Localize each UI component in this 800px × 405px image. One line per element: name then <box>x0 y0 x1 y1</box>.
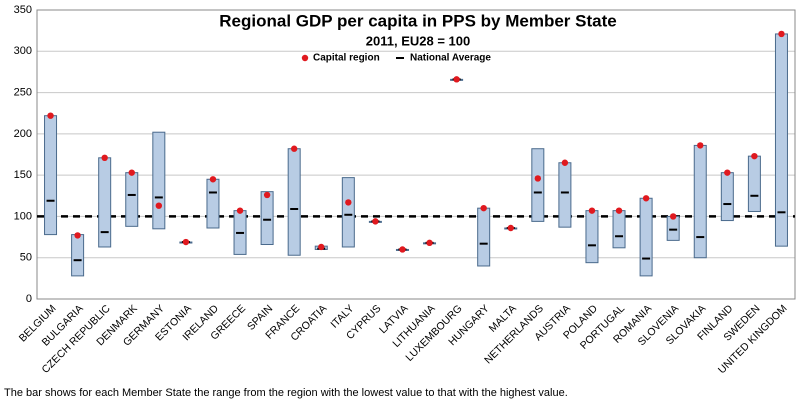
legend-label: Capital region <box>313 53 380 64</box>
range-bar <box>206 178 220 229</box>
y-tick-label: 300 <box>14 45 32 57</box>
y-tick-label: 100 <box>14 210 32 222</box>
range-bar <box>720 172 734 222</box>
capital-region <box>372 218 379 225</box>
range-bar <box>98 157 112 248</box>
range-bar <box>260 191 274 246</box>
capital-region <box>74 232 81 239</box>
chart-subtitle: 2011, EU28 = 100 <box>366 33 470 48</box>
range-bar <box>531 148 545 222</box>
capital-region <box>642 195 650 202</box>
capital-region <box>47 112 54 119</box>
capital-region <box>588 207 596 214</box>
capital-region <box>290 145 298 152</box>
capital-region <box>209 176 217 183</box>
range-bar <box>585 210 599 264</box>
capital-region <box>263 191 271 199</box>
y-tick-label: 150 <box>14 169 32 181</box>
capital-region <box>128 169 135 176</box>
capital-region <box>697 142 704 149</box>
capital-region <box>669 213 677 220</box>
range-bar <box>693 144 707 259</box>
legend-label: National Average <box>410 53 491 64</box>
capital-region <box>426 239 433 247</box>
capital-region <box>101 154 108 162</box>
range-bar <box>612 210 626 249</box>
capital-region <box>561 159 569 166</box>
y-tick-label: 350 <box>14 4 32 16</box>
capital-region <box>778 30 785 38</box>
capital-region <box>615 207 623 214</box>
capital-region <box>345 199 352 206</box>
range-bar <box>477 207 491 267</box>
chart-title: Regional GDP per capita in PPS by Member… <box>219 11 616 30</box>
capital-region <box>236 207 244 214</box>
range-bar <box>44 115 58 236</box>
y-tick-label: 0 <box>26 293 32 305</box>
range-bar <box>71 234 85 277</box>
plot-frame <box>36 9 796 300</box>
capital-region <box>724 169 731 176</box>
capital-region <box>751 152 758 160</box>
y-tick-label: 250 <box>14 86 32 98</box>
capital-region <box>182 238 190 246</box>
range-bar <box>747 155 761 212</box>
range-bar <box>774 33 788 247</box>
range-bar <box>666 215 680 241</box>
y-tick-label: 200 <box>14 128 32 140</box>
capital-region <box>318 243 325 251</box>
range-bar <box>125 172 139 227</box>
capital-region <box>534 175 542 182</box>
range-bar <box>152 131 166 230</box>
capital-region <box>480 204 487 212</box>
footnote: The bar shows for each Member State the … <box>4 387 568 399</box>
legend-marker <box>301 54 309 62</box>
range-bar <box>287 148 301 256</box>
range-bar <box>558 162 572 228</box>
capital-region <box>453 76 460 83</box>
capital-region <box>155 202 163 209</box>
capital-region <box>507 224 514 232</box>
range-bar <box>639 197 653 277</box>
capital-region <box>399 246 406 253</box>
range-bar <box>341 177 355 248</box>
y-tick-label: 50 <box>20 252 32 264</box>
